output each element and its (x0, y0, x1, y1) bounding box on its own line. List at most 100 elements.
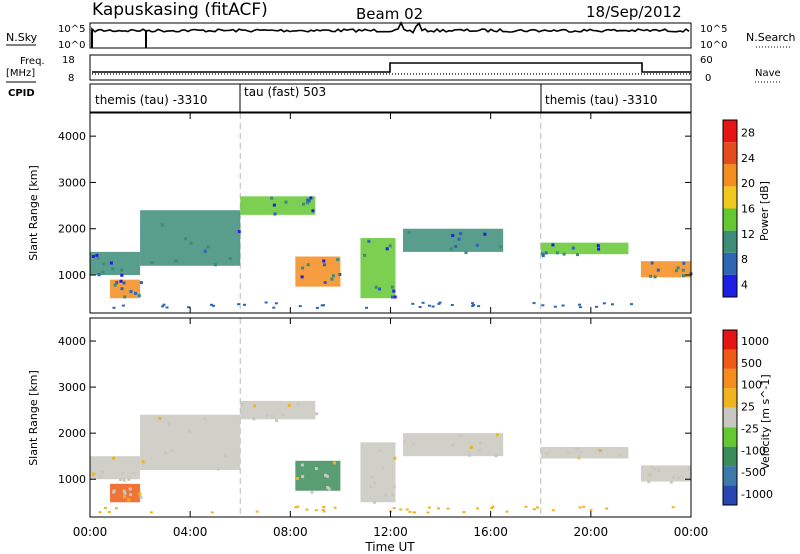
ground-scatter-cell (320, 304, 324, 307)
scatter-cell (184, 237, 187, 241)
scatter-cell (170, 449, 174, 453)
beam-title: Beam 02 (356, 5, 423, 23)
scatter-cell (322, 259, 326, 263)
scatter-patch-1 (110, 279, 141, 299)
scatter-cell (567, 451, 571, 455)
scatter-cell (296, 402, 300, 406)
ground-scatter-cell (412, 511, 416, 514)
scatter-cell (336, 258, 340, 262)
scatter-cell (111, 267, 115, 271)
scatter-cell (392, 289, 396, 293)
power-colorbar: 28 24 20 16 12 8 4 (722, 119, 755, 298)
n-search-tick-top: 10^5 (700, 24, 727, 35)
scatter-patch-8 (640, 465, 691, 482)
scatter-cell (273, 212, 277, 216)
scatter-cell (120, 287, 124, 291)
colorbar-swatch (723, 427, 737, 447)
freq-panel: Freq. [MHz] 18 8 60 0 Nave CPID (6, 54, 781, 99)
scatter-cell (306, 263, 310, 267)
velocity-y-ticks: 4000 3000 2000 1000 (58, 335, 691, 486)
scatter-cell (160, 223, 164, 227)
scatter-cell (323, 281, 327, 284)
colorbar-tick: -25 (741, 422, 759, 435)
scatter-cell (189, 241, 193, 245)
colorbar-tick: 25 (741, 401, 755, 414)
freq-label: Freq. (20, 56, 45, 67)
scatter-cell (451, 234, 455, 237)
scatter-cell (653, 468, 657, 472)
colorbar-swatch (723, 230, 737, 253)
ground-scatter-cell (264, 301, 268, 304)
scatter-cell (682, 261, 686, 265)
scatter-cell (571, 246, 575, 250)
scatter-cell (137, 294, 141, 298)
scatter-cell (457, 237, 461, 241)
scatter-cell (91, 255, 95, 258)
scatter-cell (167, 422, 171, 426)
colorbar-swatch (723, 164, 737, 187)
scatter-cell (562, 252, 566, 256)
scatter-cell (123, 495, 126, 499)
scatter-patch-2 (140, 210, 241, 266)
colorbar-tick: 20 (741, 177, 755, 190)
ground-scatter-cell (427, 506, 431, 509)
scatter-cell (314, 467, 318, 471)
scatter-cell (270, 196, 274, 200)
nave-tick-top: 60 (700, 55, 713, 66)
ground-scatter-cell (315, 306, 319, 309)
scatter-cell (475, 243, 479, 247)
scatter-patch-5 (360, 238, 396, 299)
scatter-cell (338, 273, 342, 276)
ground-scatter-cell (541, 304, 545, 307)
scatter-cell (295, 477, 299, 480)
n-sky-label: N.Sky (6, 31, 38, 44)
scatter-cell (237, 230, 241, 234)
scatter-cell (214, 263, 217, 267)
colorbar-tick: 12 (741, 228, 755, 241)
ground-scatter-cell (305, 508, 309, 511)
scatter-cell (252, 417, 256, 421)
scatter-cell (129, 493, 133, 497)
x-tick-label: 04:00 (173, 525, 208, 539)
scatter-cell (119, 279, 123, 283)
scatter-cell (478, 441, 482, 445)
ground-scatter-cell (428, 304, 431, 307)
colorbar-tick: 500 (741, 357, 762, 370)
power-y-label: Slant Range [km] (27, 165, 40, 261)
scatter-cell (464, 251, 468, 255)
ground-scatter-cell (605, 507, 609, 510)
ground-scatter-cell (462, 511, 466, 514)
scatter-cell (681, 268, 685, 272)
ground-scatter-cell (162, 303, 166, 306)
scatter-cell (674, 269, 678, 273)
ground-scatter-cell (491, 505, 495, 508)
ground-scatter-cell (272, 306, 276, 309)
colorbar-tick: 28 (741, 127, 755, 140)
scatter-cell (391, 493, 395, 497)
scatter-cell (301, 266, 305, 270)
nave-label: Nave (755, 68, 781, 79)
scatter-cell (97, 273, 101, 277)
scatter-cell (187, 430, 191, 433)
ground-scatter-cell (630, 303, 633, 306)
colorbar-tick: -100 (741, 444, 766, 457)
scatter-cell (650, 465, 654, 469)
y-tick-label: 2000 (58, 223, 86, 236)
scatter-cell (669, 480, 673, 484)
n-sky-tick-bottom: 10^0 (58, 40, 85, 51)
scatter-cell (483, 232, 487, 236)
scatter-cell (385, 247, 389, 251)
ground-scatter-cell (505, 510, 509, 513)
ground-scatter-cell (446, 507, 450, 510)
scatter-cell (228, 257, 232, 261)
scatter-cell (270, 415, 274, 419)
scatter-cell (384, 494, 388, 497)
scatter-cell (272, 203, 276, 207)
scatter-cell (676, 266, 680, 270)
ground-scatter-cell (314, 509, 318, 512)
ground-scatter-cell (561, 304, 565, 307)
scatter-cell (302, 202, 305, 206)
ground-scatter-cell (149, 511, 153, 514)
scatter-cell (390, 285, 394, 289)
